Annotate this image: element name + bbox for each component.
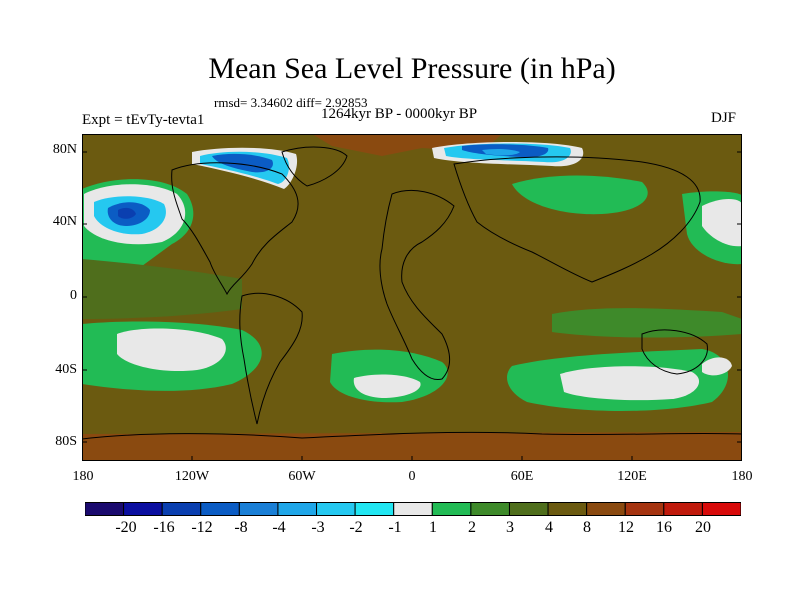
colorbar-box <box>393 502 433 516</box>
green-band-tropics-east <box>552 308 742 338</box>
coast-asia <box>453 156 701 283</box>
dark-blue-north-pacific-center <box>118 207 136 219</box>
colorbar-label: -12 <box>191 519 213 536</box>
colorbar <box>85 502 741 516</box>
white-tasman <box>702 357 732 376</box>
colorbar-label: -1 <box>388 519 402 536</box>
experiment-label: Expt = tEvTy-tevta1 <box>82 112 205 128</box>
colorbar-box <box>431 502 472 516</box>
lat-tick-80n: 80N <box>52 142 77 157</box>
lat-tick-80s: 80S <box>55 434 77 449</box>
green-band-siberia <box>512 175 648 215</box>
colorbar-label: 3 <box>506 519 514 536</box>
colorbar-box <box>586 502 626 516</box>
period-text: 1264kyr BP - 0000kyr BP <box>321 106 478 122</box>
lon-tick-180w: 180 <box>72 469 94 484</box>
light-blue-siberia-patch <box>482 148 520 156</box>
colorbar-label: 20 <box>695 519 711 536</box>
colorbar-label: -16 <box>153 519 175 536</box>
pressure-map <box>82 134 742 461</box>
colorbar-box <box>624 502 665 516</box>
colorbar-box <box>354 502 395 516</box>
warm-arctic-region <box>312 134 502 156</box>
coast-greenland <box>281 146 348 187</box>
coast-south-america <box>239 292 303 425</box>
lon-tick-120w: 120W <box>174 469 210 484</box>
colorbar-box <box>470 502 510 516</box>
lon-tick-60w: 60W <box>288 469 316 484</box>
colorbar-box <box>123 502 163 516</box>
colorbar-label: 2 <box>468 519 476 536</box>
white-south-atlantic <box>353 374 421 398</box>
colorbar-label: -8 <box>234 519 248 536</box>
tick-marks <box>82 151 742 461</box>
white-west-pacific <box>702 199 742 247</box>
lon-tick-180e: 180 <box>731 469 753 484</box>
colorbar-box <box>316 502 356 516</box>
lon-tick-120e: 120E <box>617 469 647 484</box>
colorbar-box <box>547 502 588 516</box>
lon-tick-60e: 60E <box>510 469 534 484</box>
warm-antarctic-region <box>82 432 742 461</box>
lon-tick-0: 0 <box>408 469 416 484</box>
colorbar-label: 12 <box>618 519 634 536</box>
colorbar-label: -2 <box>349 519 363 536</box>
coast-australia <box>641 329 708 375</box>
lat-tick-40n: 40N <box>52 214 77 229</box>
stats-text: rmsd= 3.34602 diff= 2.92853 <box>214 95 368 110</box>
colorbar-label: -4 <box>272 519 286 536</box>
colorbar-label: -20 <box>115 519 137 536</box>
green-band-tropical-pacific <box>82 259 242 319</box>
lat-tick-0: 0 <box>70 288 77 303</box>
lat-tick-40s: 40S <box>55 362 77 377</box>
white-south-pacific <box>117 328 226 372</box>
colorbar-label: 16 <box>656 519 672 536</box>
map-title: Mean Sea Level Pressure (in hPa) <box>208 52 616 85</box>
colorbar-box <box>663 502 703 516</box>
colorbar-label: -3 <box>311 519 325 536</box>
colorbar-label: 1 <box>429 519 437 536</box>
season-label: DJF <box>711 110 737 126</box>
coast-antarctica <box>82 431 742 440</box>
colorbar-box <box>277 502 318 516</box>
colorbar-box <box>238 502 279 516</box>
colorbar-box <box>508 502 549 516</box>
blue-greenland-core <box>212 153 273 173</box>
colorbar-label: 8 <box>583 519 591 536</box>
white-indian-ocean <box>560 366 700 401</box>
colorbar-box <box>200 502 240 516</box>
colorbar-box <box>701 502 741 516</box>
colorbar-box <box>85 502 125 516</box>
colorbar-box <box>161 502 202 516</box>
coast-north-america <box>171 162 299 296</box>
colorbar-label: 4 <box>545 519 553 536</box>
coast-europe-africa <box>379 189 455 381</box>
